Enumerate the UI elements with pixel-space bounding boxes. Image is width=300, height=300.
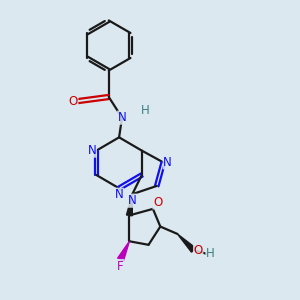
Text: H: H bbox=[206, 247, 215, 260]
Text: N: N bbox=[163, 156, 172, 169]
Text: F: F bbox=[117, 260, 124, 272]
Polygon shape bbox=[118, 241, 129, 261]
Text: O: O bbox=[69, 94, 78, 108]
Polygon shape bbox=[127, 194, 132, 216]
Text: N: N bbox=[128, 194, 137, 207]
Text: N: N bbox=[118, 111, 126, 124]
Text: O: O bbox=[194, 244, 203, 256]
Text: N: N bbox=[115, 188, 124, 201]
Text: H: H bbox=[141, 104, 150, 117]
Text: O: O bbox=[153, 196, 162, 209]
Text: N: N bbox=[88, 144, 96, 157]
Polygon shape bbox=[177, 234, 196, 252]
